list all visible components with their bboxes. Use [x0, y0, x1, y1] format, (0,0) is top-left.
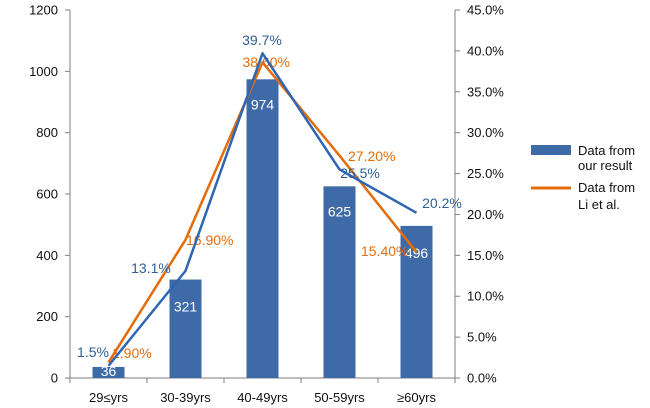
legend-label: Data from: [578, 180, 635, 195]
right-axis-tick-label: 10.0%: [467, 289, 504, 304]
x-axis-category-label: 50-59yrs: [314, 390, 365, 405]
legend-swatch-bar: [531, 145, 571, 155]
bar-value-label: 625: [328, 203, 352, 219]
x-axis-category-label: ≥60yrs: [397, 390, 436, 405]
left-axis-tick-label: 1200: [29, 3, 58, 18]
line-value-label: 38.60%: [243, 54, 290, 70]
bar: [92, 366, 125, 378]
right-axis-tick-label: 40.0%: [467, 43, 504, 58]
right-axis-tick-label: 15.0%: [467, 248, 504, 263]
right-axis-tick-label: 5.0%: [467, 330, 497, 345]
x-axis-category-label: 29≤yrs: [89, 390, 128, 405]
line-value-label: 13.1%: [131, 260, 171, 276]
bar-value-label: 974: [251, 96, 275, 112]
line-value-label: 25.5%: [340, 165, 380, 181]
right-axis-tick-label: 35.0%: [467, 84, 504, 99]
right-axis-tick-label: 30.0%: [467, 125, 504, 140]
line-value-label: 27.20%: [348, 148, 395, 164]
legend-label: Data from: [578, 143, 635, 158]
bar: [169, 279, 202, 378]
line-value-label: 20.2%: [422, 195, 462, 211]
x-axis-category-label: 30-39yrs: [160, 390, 211, 405]
left-axis-tick-label: 400: [36, 248, 58, 263]
legend-label: our result: [578, 158, 633, 173]
line-value-label: 15.40%: [361, 243, 408, 259]
bar: [323, 186, 356, 378]
right-axis-tick-label: 45.0%: [467, 3, 504, 18]
legend-label: Li et al.: [578, 197, 620, 212]
bar-value-label: 496: [405, 245, 429, 261]
left-axis-tick-label: 1000: [29, 64, 58, 79]
right-axis-tick-label: 25.0%: [467, 166, 504, 181]
left-axis-tick-label: 800: [36, 125, 58, 140]
line-value-label: 39.7%: [242, 32, 282, 48]
bar: [246, 79, 279, 378]
left-axis-tick-label: 200: [36, 309, 58, 324]
x-axis-category-label: 40-49yrs: [237, 390, 288, 405]
bar-value-label: 321: [174, 299, 198, 315]
right-axis-tick-label: 0.0%: [467, 371, 497, 386]
right-axis-tick-label: 20.0%: [467, 207, 504, 222]
line-value-label: 1.5%: [77, 344, 109, 360]
left-axis-tick-label: 0: [51, 371, 58, 386]
left-axis-tick-label: 600: [36, 187, 58, 202]
bar-value-label: 36: [101, 363, 117, 379]
